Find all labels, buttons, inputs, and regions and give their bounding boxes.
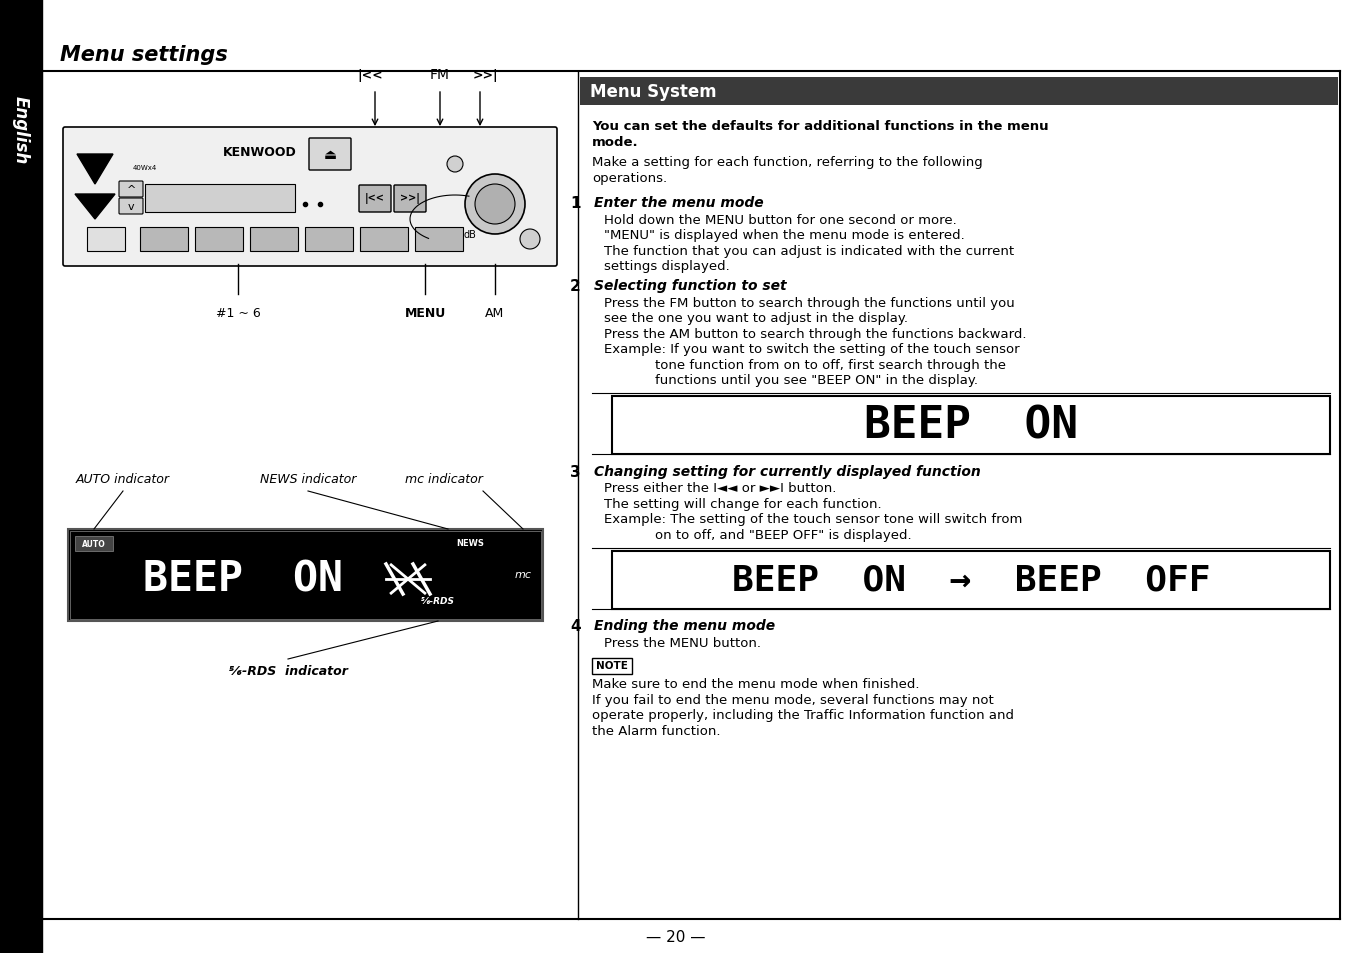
- Text: operations.: operations.: [592, 172, 667, 185]
- Text: "MENU" is displayed when the menu mode is entered.: "MENU" is displayed when the menu mode i…: [604, 229, 965, 242]
- Text: |<<: |<<: [357, 69, 383, 82]
- FancyBboxPatch shape: [119, 199, 143, 214]
- Text: functions until you see "BEEP ON" in the display.: functions until you see "BEEP ON" in the…: [604, 375, 977, 387]
- Text: KENWOOD: KENWOOD: [223, 146, 297, 158]
- Text: settings displayed.: settings displayed.: [604, 260, 730, 273]
- Text: NOTE: NOTE: [596, 660, 627, 671]
- Text: Press the MENU button.: Press the MENU button.: [604, 637, 761, 649]
- Bar: [415, 228, 462, 252]
- Text: ^: ^: [126, 185, 135, 194]
- Text: — 20 —: — 20 —: [646, 929, 706, 944]
- Text: AUTO indicator: AUTO indicator: [76, 473, 170, 486]
- Text: Make a setting for each function, referring to the following: Make a setting for each function, referr…: [592, 156, 983, 169]
- Text: Press the AM button to search through the functions backward.: Press the AM button to search through th…: [604, 328, 1026, 340]
- Text: Ending the menu mode: Ending the menu mode: [594, 618, 775, 633]
- Bar: [141, 228, 188, 252]
- FancyBboxPatch shape: [310, 139, 352, 171]
- Bar: [68, 530, 544, 621]
- Text: 3: 3: [571, 464, 580, 479]
- Text: dB: dB: [462, 230, 476, 240]
- Text: Example: If you want to switch the setting of the touch sensor: Example: If you want to switch the setti…: [604, 343, 1019, 356]
- Text: 40Wx4: 40Wx4: [132, 165, 157, 171]
- Circle shape: [521, 230, 539, 250]
- Text: ⅚-RDS: ⅚-RDS: [420, 597, 456, 606]
- Text: AUTO: AUTO: [82, 539, 105, 548]
- Bar: [195, 228, 243, 252]
- FancyBboxPatch shape: [360, 186, 391, 213]
- Text: If you fail to end the menu mode, several functions may not: If you fail to end the menu mode, severa…: [592, 693, 994, 706]
- Text: #1 ~ 6: #1 ~ 6: [215, 307, 261, 319]
- Circle shape: [448, 157, 462, 172]
- Bar: [250, 228, 297, 252]
- Bar: [306, 228, 353, 252]
- Text: Selecting function to set: Selecting function to set: [594, 279, 787, 294]
- Text: Enter the menu mode: Enter the menu mode: [594, 195, 764, 210]
- Text: 4: 4: [571, 618, 580, 634]
- Bar: [87, 228, 124, 252]
- Bar: [580, 78, 1338, 106]
- Bar: [592, 658, 631, 674]
- Text: Example: The setting of the touch sensor tone will switch from: Example: The setting of the touch sensor…: [604, 513, 1022, 526]
- Text: NEWS: NEWS: [456, 539, 484, 548]
- Text: Press the FM button to search through the functions until you: Press the FM button to search through th…: [604, 296, 1015, 310]
- Text: see the one you want to adjust in the display.: see the one you want to adjust in the di…: [604, 313, 909, 325]
- Text: BEEP  ON: BEEP ON: [864, 404, 1078, 447]
- Bar: [74, 537, 114, 552]
- Text: ⏏: ⏏: [323, 148, 337, 162]
- Text: BEEP  ON  →  BEEP  OFF: BEEP ON → BEEP OFF: [731, 563, 1210, 597]
- Text: mode.: mode.: [592, 136, 638, 149]
- Circle shape: [465, 174, 525, 234]
- Text: BEEP  ON: BEEP ON: [143, 558, 343, 600]
- Bar: [612, 396, 1330, 455]
- Text: NEWS indicator: NEWS indicator: [260, 473, 356, 486]
- Polygon shape: [74, 194, 115, 220]
- FancyBboxPatch shape: [119, 182, 143, 198]
- Text: 2: 2: [571, 279, 581, 294]
- Text: 1: 1: [571, 195, 580, 211]
- Text: Make sure to end the menu mode when finished.: Make sure to end the menu mode when fini…: [592, 678, 919, 691]
- Text: You can set the defaults for additional functions in the menu: You can set the defaults for additional …: [592, 120, 1049, 132]
- FancyBboxPatch shape: [393, 186, 426, 213]
- Bar: [145, 185, 295, 213]
- Text: Hold down the MENU button for one second or more.: Hold down the MENU button for one second…: [604, 213, 957, 226]
- Text: English: English: [12, 95, 30, 164]
- Text: |<<: |<<: [365, 193, 385, 204]
- Text: Press either the I◄◄ or ►►I button.: Press either the I◄◄ or ►►I button.: [604, 482, 837, 495]
- Text: on to off, and "BEEP OFF" is displayed.: on to off, and "BEEP OFF" is displayed.: [604, 529, 911, 541]
- Polygon shape: [77, 154, 114, 185]
- Text: the Alarm function.: the Alarm function.: [592, 724, 721, 738]
- Text: >>|: >>|: [472, 69, 498, 82]
- Bar: [360, 228, 408, 252]
- Text: ⅚-RDS  indicator: ⅚-RDS indicator: [228, 665, 347, 678]
- Text: The setting will change for each function.: The setting will change for each functio…: [604, 497, 882, 511]
- Text: mc: mc: [515, 569, 531, 579]
- Text: Menu System: Menu System: [589, 83, 717, 101]
- Bar: [70, 532, 541, 619]
- Text: tone function from on to off, first search through the: tone function from on to off, first sear…: [604, 358, 1006, 372]
- FancyBboxPatch shape: [64, 128, 557, 267]
- Text: Menu settings: Menu settings: [59, 45, 227, 65]
- Text: operate properly, including the Traffic Information function and: operate properly, including the Traffic …: [592, 709, 1014, 721]
- Bar: [612, 551, 1330, 609]
- Text: MENU: MENU: [404, 307, 446, 319]
- Text: v: v: [127, 202, 134, 212]
- Bar: [0, 0, 42, 953]
- Text: Changing setting for currently displayed function: Changing setting for currently displayed…: [594, 464, 980, 478]
- Circle shape: [475, 185, 515, 225]
- Text: mc indicator: mc indicator: [406, 473, 483, 486]
- Text: >>|: >>|: [400, 193, 420, 204]
- Text: AM: AM: [485, 307, 504, 319]
- Text: FM: FM: [430, 68, 450, 82]
- Text: The function that you can adjust is indicated with the current: The function that you can adjust is indi…: [604, 244, 1014, 257]
